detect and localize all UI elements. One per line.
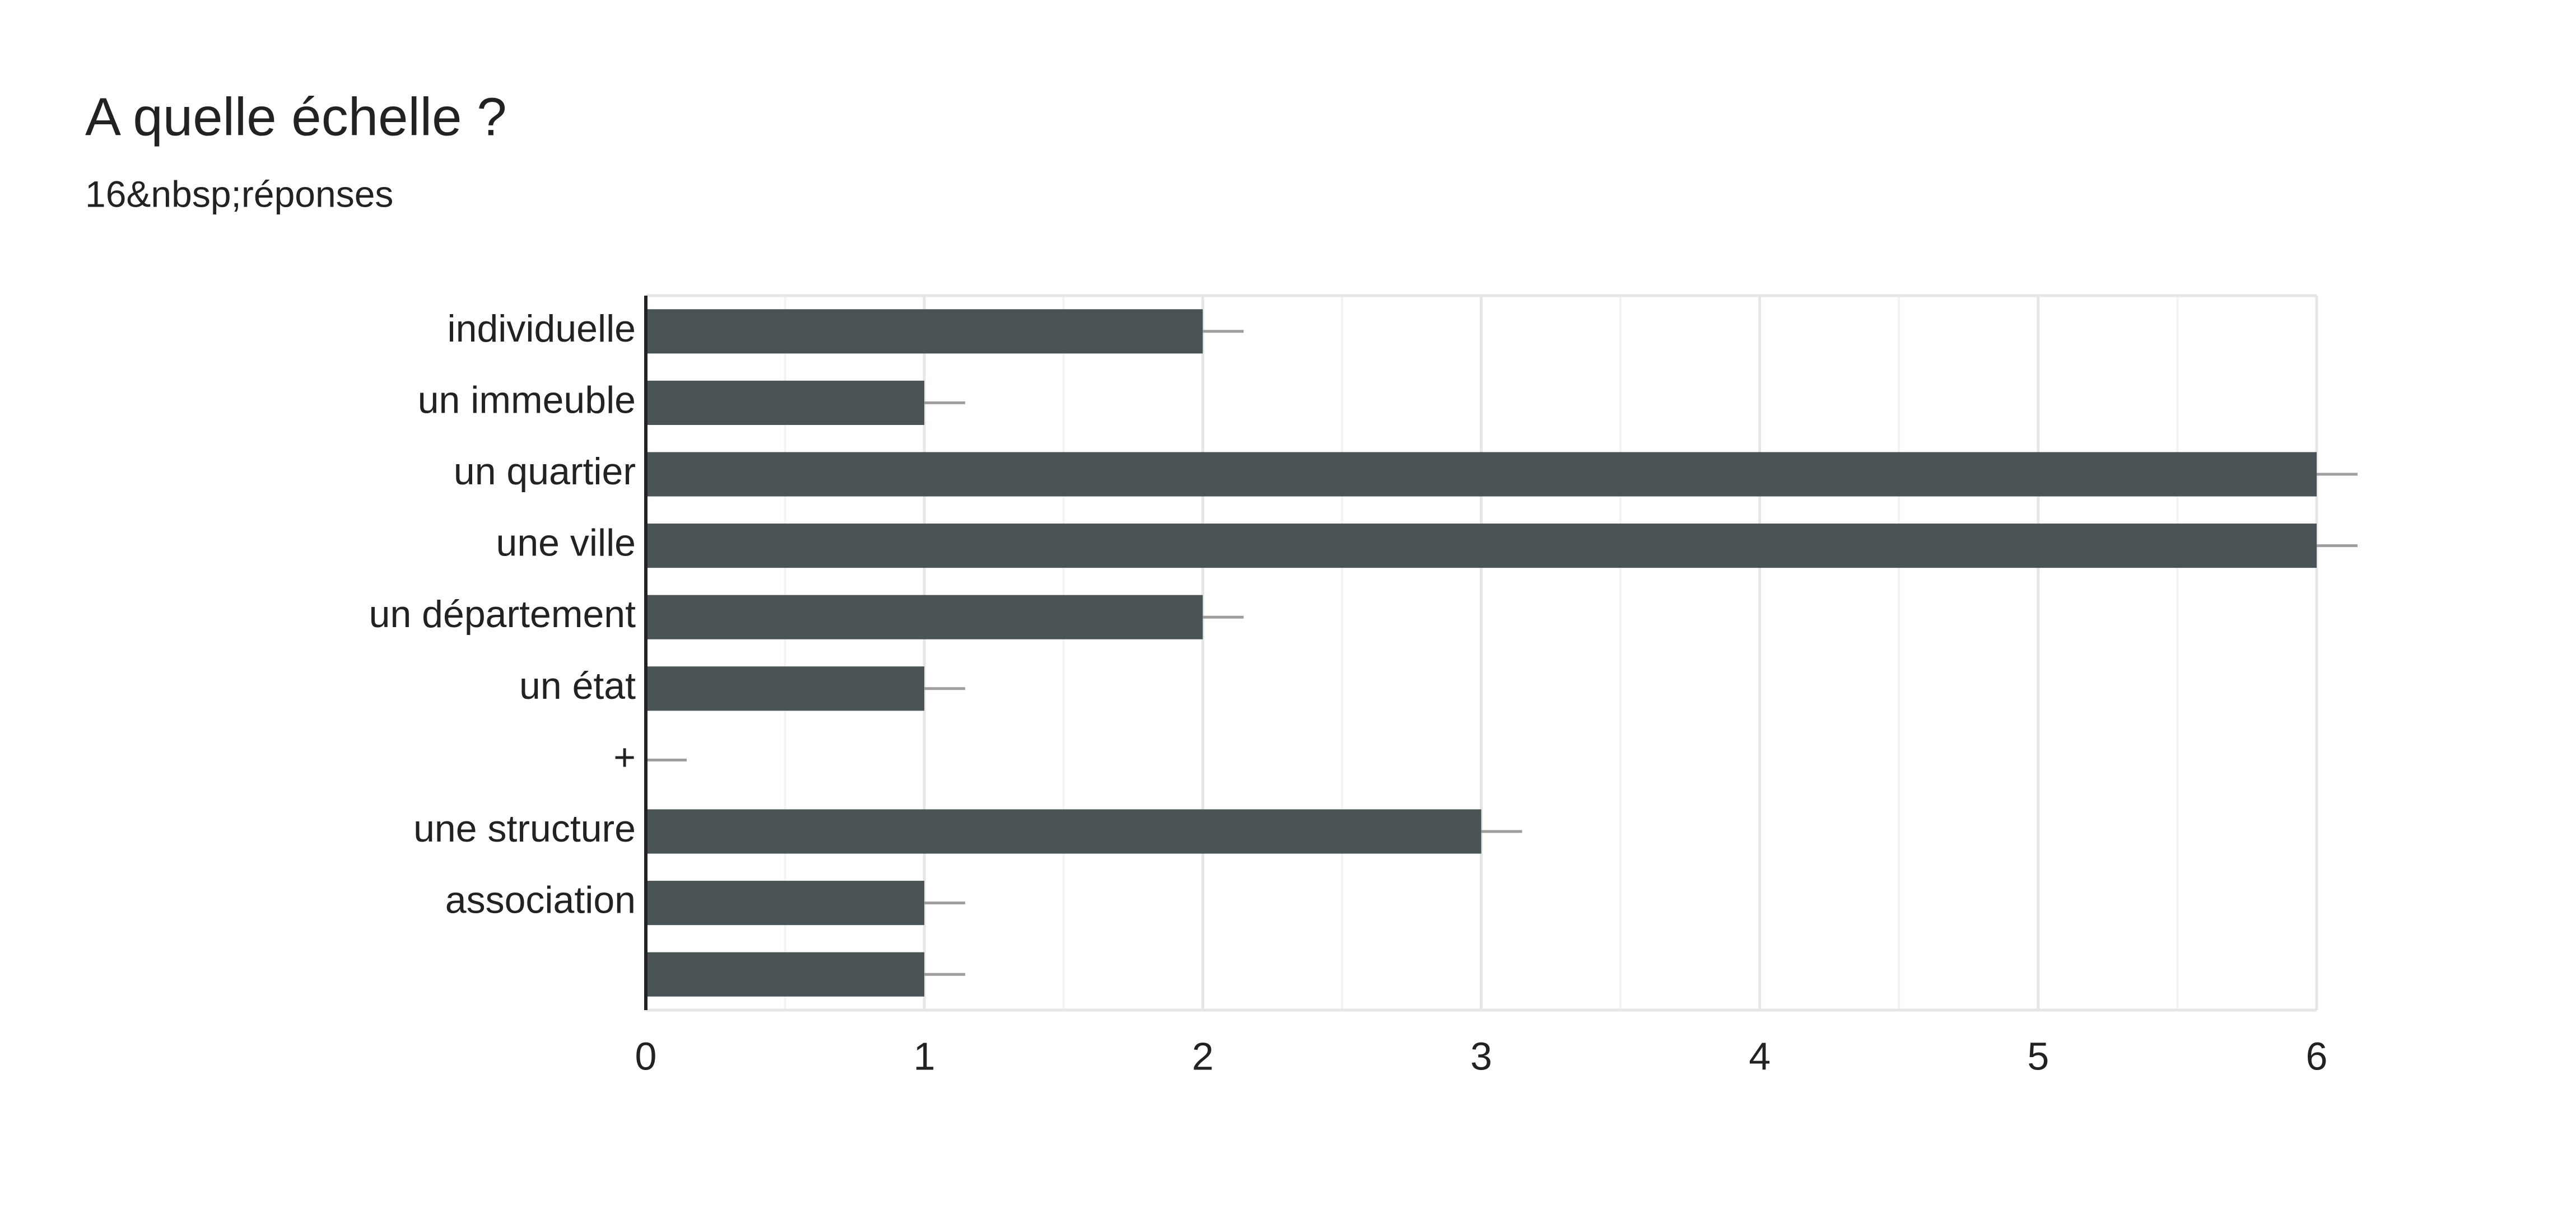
bar [646,881,925,926]
x-tick-label: 2 [1192,1034,1214,1078]
y-tick-label: un département [369,593,636,636]
x-tick-label: 3 [1470,1034,1492,1078]
bar [646,452,2317,497]
bar [646,309,1203,354]
y-tick-label: un état [519,665,636,707]
x-tick-label: 4 [1749,1034,1771,1078]
bar [646,524,2317,568]
y-tick-label: association [445,879,636,922]
bar [646,952,925,997]
y-tick-label: un immeuble [418,379,636,421]
x-tick-label: 5 [2027,1034,2049,1078]
y-tick-label: une structure [413,807,636,850]
y-tick-label: + [613,736,636,778]
x-tick-label: 0 [635,1034,657,1078]
y-tick-label: un quartier [454,450,636,493]
bar [646,666,925,711]
y-tick-label: individuelle [448,307,636,350]
bar [646,380,925,425]
bar [646,595,1203,639]
bar [646,809,1482,854]
x-tick-label: 6 [2306,1034,2328,1078]
chart-subtitle: 16&nbsp;réponses [85,173,393,214]
x-tick-label: 1 [914,1034,935,1078]
y-tick-label: une ville [496,522,636,564]
chart-title: A quelle échelle ? [85,87,507,147]
